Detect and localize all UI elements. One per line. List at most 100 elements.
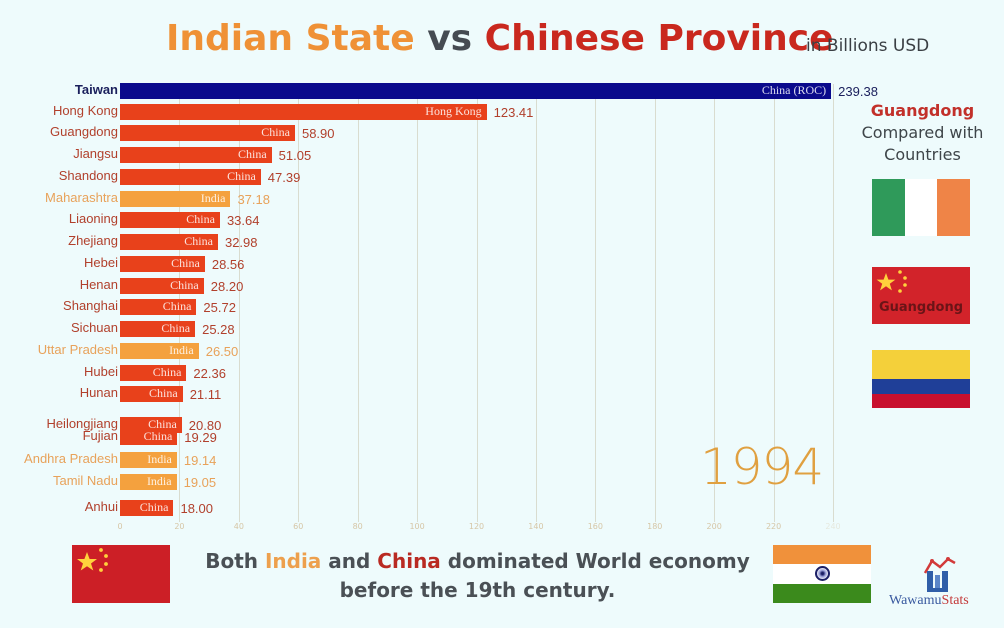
bar-value-label: 32.98: [224, 235, 258, 250]
bar-country-tag: China: [143, 429, 173, 443]
caption-post: dominated World economy before the 19th …: [339, 549, 750, 602]
bar-country-tag: China: [170, 278, 199, 292]
x-axis-tick: 180: [647, 522, 663, 531]
caption-pre: Both: [205, 549, 265, 573]
logo-chart-icon: [923, 557, 956, 592]
bar: China: [120, 321, 196, 337]
gridline: [298, 84, 300, 522]
x-axis-tick: 200: [706, 522, 722, 531]
colombia-flag-icon: [872, 350, 970, 408]
bar: China: [120, 429, 178, 445]
bar: China (ROC): [120, 83, 832, 99]
china-stars-bottom-icon: [77, 548, 108, 572]
category-label: Sichuan: [71, 320, 118, 335]
bar-value-label: 21.11: [189, 387, 222, 402]
bar: India: [120, 343, 199, 359]
x-axis-tick: 220: [765, 522, 782, 531]
bar-country-tag: China: [237, 147, 267, 161]
gridline: [417, 84, 419, 522]
category-label: Tamil Nadu: [52, 473, 118, 488]
side-panel-highlight: Guangdong: [870, 101, 975, 120]
bar-country-tag: China: [149, 386, 178, 400]
bar-value-label: 19.29: [184, 430, 217, 445]
china-flag-icon: Guangdong: [872, 267, 970, 324]
x-axis-tick: 20: [174, 522, 185, 531]
x-axis-tick: 0: [117, 522, 123, 531]
category-label: Guangdong: [50, 124, 118, 139]
x-axis-tick: 240: [825, 522, 841, 531]
category-label: Hunan: [79, 385, 118, 400]
category-label: Heilongjiang: [46, 416, 118, 431]
x-axis-tick: 120: [468, 522, 485, 531]
title-vs-part: vs: [427, 18, 473, 59]
category-label: Zhejiang: [68, 233, 118, 248]
gridline: [238, 84, 240, 522]
side-panel-line2: Compared with: [861, 123, 984, 142]
wawamustats-logo: WawamuStats: [885, 555, 995, 615]
bar: China: [120, 278, 204, 294]
bar-country-tag: China: [162, 299, 192, 313]
category-label: Shanghai: [63, 298, 118, 313]
category-label: Henan: [79, 277, 118, 292]
title-india-part: Indian State: [166, 18, 415, 59]
bar-value-label: 19.05: [183, 475, 217, 490]
bar-country-tag: India: [146, 474, 172, 488]
logo-text-part1: Wawamu: [889, 593, 942, 608]
bar-country-tag: China: [161, 321, 191, 335]
bar-value-label: 20.80: [188, 418, 222, 433]
bar-country-tag: Hong Kong: [425, 104, 482, 118]
caption-india: India: [264, 549, 322, 573]
bar: China: [120, 147, 272, 163]
bar-country-tag: India: [169, 343, 194, 357]
bar-value-label: 25.72: [203, 300, 236, 315]
bar-value-label: 33.64: [226, 213, 260, 228]
gridline: [535, 84, 537, 522]
bar: China: [120, 500, 174, 516]
gridline: [357, 84, 359, 522]
category-label: Hong Kong: [52, 103, 118, 118]
chart-unit-subtitle: in Billions USD: [806, 36, 930, 56]
bar-country-tag: China: [148, 417, 177, 431]
bar-value-label: 37.18: [237, 192, 270, 207]
bar-country-tag: China: [139, 500, 169, 514]
bar: India: [120, 474, 177, 490]
gridline: [654, 84, 656, 522]
china-flag-caption: Guangdong: [878, 300, 964, 315]
x-axis-tick: 40: [233, 522, 244, 531]
caption-china: China: [377, 549, 441, 573]
india-flag-icon: [773, 545, 871, 603]
category-label: Andhra Pradesh: [24, 451, 118, 466]
category-label: Uttar Pradesh: [37, 342, 118, 357]
category-label: Hebei: [84, 255, 118, 270]
bar-country-tag: India: [200, 191, 226, 205]
bar-country-tag: China (ROC): [761, 83, 827, 97]
bar: China: [120, 256, 205, 272]
bar-value-label: 58.90: [301, 126, 335, 141]
bar-value-label: 22.36: [193, 366, 226, 381]
bar-country-tag: China: [261, 125, 290, 139]
gridline: [714, 84, 716, 522]
bar-value-label: 47.39: [267, 170, 301, 185]
bar: China: [120, 212, 220, 228]
category-label: Jiangsu: [73, 146, 118, 161]
bar-chart: 0 20 40 60 80 100 120 140 160 180 200 220 240 Taiwan C…: [24, 82, 878, 531]
ashoka-chakra-icon: [815, 566, 830, 581]
gridline: [773, 84, 775, 522]
bar-value-label: 28.20: [210, 279, 244, 294]
x-axis-tick: 80: [352, 522, 363, 531]
category-label: Liaoning: [68, 211, 118, 226]
china-stars-icon: [876, 270, 907, 293]
category-label: Shandong: [58, 168, 118, 183]
gridline: [476, 84, 478, 522]
category-label: Fujian: [82, 428, 118, 443]
title-china-part: Chinese Province: [484, 18, 834, 59]
x-axis-tick: 60: [293, 522, 304, 531]
bar-value-label: 123.41: [493, 105, 534, 120]
bar: China: [120, 125, 295, 141]
x-axis-tick: 100: [409, 522, 425, 531]
x-axis-tick: 160: [587, 522, 603, 531]
bar: Hong Kong: [120, 104, 487, 120]
gridline: [833, 84, 834, 522]
ireland-flag-icon: [872, 179, 970, 236]
bar-value-label: 26.50: [205, 344, 239, 359]
